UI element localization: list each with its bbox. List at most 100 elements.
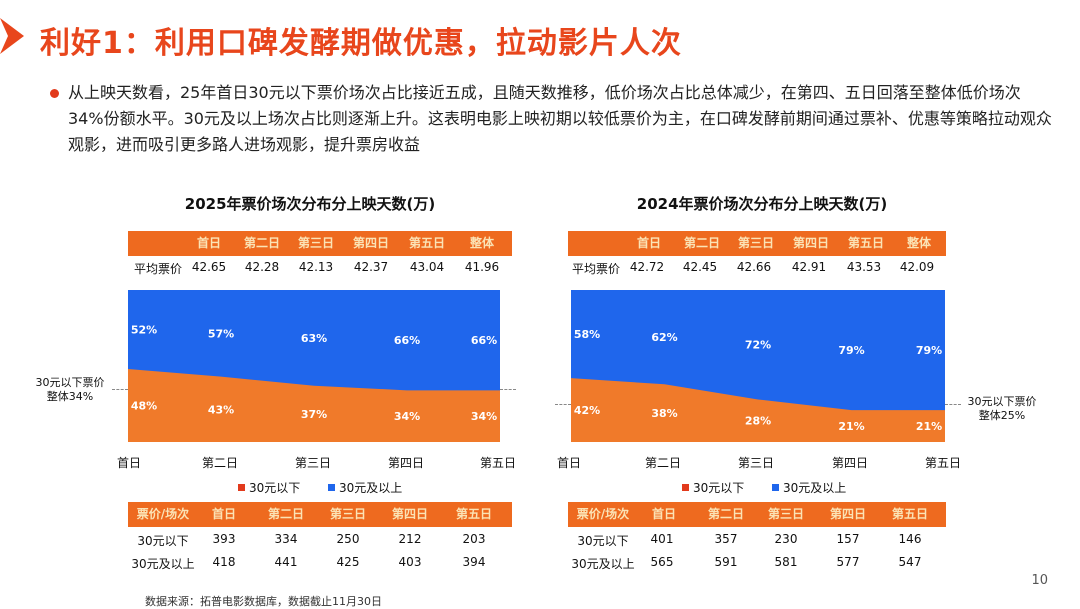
left-top-header-5: 第五日 <box>408 236 445 250</box>
right-avg-value-6: 42.09 <box>899 260 935 274</box>
right-label-above-1: 58% <box>574 328 600 341</box>
left-top-header-1: 首日 <box>196 236 221 250</box>
left-bottom-header-5: 第五日 <box>455 507 492 521</box>
left-legend-above-30: 30元及以上 <box>328 479 402 496</box>
right-row2-label: 30元及以上 <box>571 557 635 571</box>
left-top-header-4: 第四日 <box>352 236 389 250</box>
right-row2-value-1: 565 <box>650 555 674 569</box>
right-bottom-header-2: 第二日 <box>707 507 744 521</box>
left-row1-value-2: 334 <box>274 532 298 546</box>
left-top-header-2: 第二日 <box>243 236 280 250</box>
right-legend-below-30: 30元以下 <box>682 479 744 496</box>
right-area-chart: 58% 62% 72% 79% 79% 42% 38% 28% 21% 21% <box>571 290 945 442</box>
left-xlabel-2: 第二日 <box>202 456 239 470</box>
left-label-above-1: 52% <box>131 324 157 337</box>
right-legend-orange-swatch <box>682 484 689 491</box>
right-top-header-4: 第四日 <box>792 236 829 250</box>
left-side-note: 30元以下票价 整体34% <box>30 376 110 404</box>
right-row2-value-2: 591 <box>714 555 738 569</box>
left-chart-title: 2025年票价场次分布分上映天数(万) <box>184 195 436 213</box>
left-row1-label: 30元以下 <box>137 534 189 548</box>
right-row2-value-3: 581 <box>774 555 798 569</box>
right-label-above-2: 62% <box>651 331 677 344</box>
right-label-below-5: 21% <box>916 420 942 433</box>
right-top-header-2: 第二日 <box>683 236 720 250</box>
right-row1-label: 30元以下 <box>577 534 629 548</box>
right-legend-below-30-label: 30元以下 <box>693 481 745 495</box>
right-bottom-header-3: 第三日 <box>767 507 804 521</box>
left-label-below-5: 34% <box>471 410 497 423</box>
right-row1-value-3: 230 <box>774 532 798 546</box>
left-top-table-header: 首日 第二日 第三日 第四日 第五日 整体 <box>128 231 512 256</box>
right-legend-above-30-label: 30元及以上 <box>783 481 847 495</box>
left-reference-dash-left <box>112 389 128 390</box>
left-xlabel-5: 第五日 <box>480 456 517 470</box>
left-row1-value-1: 393 <box>212 532 236 546</box>
right-legend-above-30: 30元及以上 <box>772 479 846 496</box>
left-avg-value-6: 41.96 <box>464 260 500 274</box>
left-area-chart: 52% 57% 63% 66% 66% 48% 43% 37% 34% 34% <box>128 290 500 442</box>
left-bottom-table-header: 票价/场次 首日 第二日 第三日 第四日 第五日 <box>128 502 512 527</box>
left-top-header-6: 整体 <box>469 236 494 250</box>
left-side-note-line1: 30元以下票价 <box>35 376 105 389</box>
left-legend-blue-swatch <box>328 484 335 491</box>
left-bottom-header-4: 第四日 <box>391 507 428 521</box>
left-bottom-header-3: 第三日 <box>329 507 366 521</box>
right-side-note: 30元以下票价 整体25% <box>962 395 1042 423</box>
right-label-below-1: 42% <box>574 404 600 417</box>
bullet-dot-icon <box>50 89 59 98</box>
right-bottom-corner: 票价/场次 <box>576 507 630 521</box>
left-bottom-header-1: 首日 <box>211 507 236 521</box>
right-row2-value-5: 547 <box>898 555 922 569</box>
right-avg-value-3: 42.66 <box>736 260 772 274</box>
left-avg-value-4: 42.37 <box>353 260 389 274</box>
title-arrow-icon <box>0 18 24 54</box>
right-avg-label: 平均票价 <box>571 262 620 276</box>
right-avg-value-4: 42.91 <box>791 260 827 274</box>
right-row2-value-4: 577 <box>836 555 860 569</box>
right-avg-value-1: 42.72 <box>629 260 665 274</box>
right-top-table-header: 首日 第二日 第三日 第四日 第五日 整体 <box>568 231 946 256</box>
left-label-below-4: 34% <box>394 410 420 423</box>
page-number: 10 <box>1031 573 1048 588</box>
right-row1-value-2: 357 <box>714 532 738 546</box>
left-xlabel-4: 第四日 <box>388 456 425 470</box>
left-row2-value-3: 425 <box>336 555 360 569</box>
left-top-header-3: 第三日 <box>297 236 334 250</box>
left-xlabel-3: 第三日 <box>295 456 332 470</box>
right-area-below-30 <box>571 378 945 442</box>
right-bottom-table-header: 票价/场次 首日 第二日 第三日 第四日 第五日 <box>568 502 946 527</box>
right-label-above-4: 79% <box>838 344 864 357</box>
right-row1-value-1: 401 <box>650 532 674 546</box>
page-title: 利好1：利用口碑发酵期做优惠，拉动影片人次 <box>40 26 682 61</box>
left-xlabel-1: 首日 <box>117 456 142 470</box>
right-reference-dash-left <box>555 404 571 405</box>
left-label-above-5: 66% <box>471 334 497 347</box>
right-label-above-3: 72% <box>745 339 771 352</box>
summary-paragraph: 从上映天数看，25年首日30元以下票价场次占比接近五成，且随天数推移，低价场次占… <box>68 83 1052 154</box>
left-avg-label: 平均票价 <box>133 262 182 276</box>
right-label-below-4: 21% <box>838 420 864 433</box>
left-label-below-3: 37% <box>301 408 327 421</box>
left-label-above-3: 63% <box>301 332 327 345</box>
left-legend-orange-swatch <box>238 484 245 491</box>
right-xlabel-5: 第五日 <box>925 456 962 470</box>
left-bottom-corner: 票价/场次 <box>136 507 190 521</box>
left-avg-value-2: 42.28 <box>244 260 280 274</box>
left-legend-below-30-label: 30元以下 <box>249 481 301 495</box>
left-row1-value-5: 203 <box>462 532 486 546</box>
left-label-above-2: 57% <box>208 327 234 340</box>
right-bottom-header-4: 第四日 <box>829 507 866 521</box>
left-bottom-header-2: 第二日 <box>267 507 304 521</box>
right-chart-title: 2024年票价场次分布分上映天数(万) <box>636 195 888 213</box>
left-row1-value-3: 250 <box>336 532 360 546</box>
left-reference-dash-right <box>500 389 516 390</box>
left-row2-value-1: 418 <box>212 555 236 569</box>
left-legend-above-30-label: 30元及以上 <box>339 481 403 495</box>
left-row2-label: 30元及以上 <box>131 557 195 571</box>
left-avg-value-3: 42.13 <box>298 260 334 274</box>
right-top-header-5: 第五日 <box>847 236 884 250</box>
right-xlabel-3: 第三日 <box>738 456 775 470</box>
right-side-note-line2: 整体25% <box>978 409 1026 422</box>
left-area-below-30 <box>128 369 500 442</box>
